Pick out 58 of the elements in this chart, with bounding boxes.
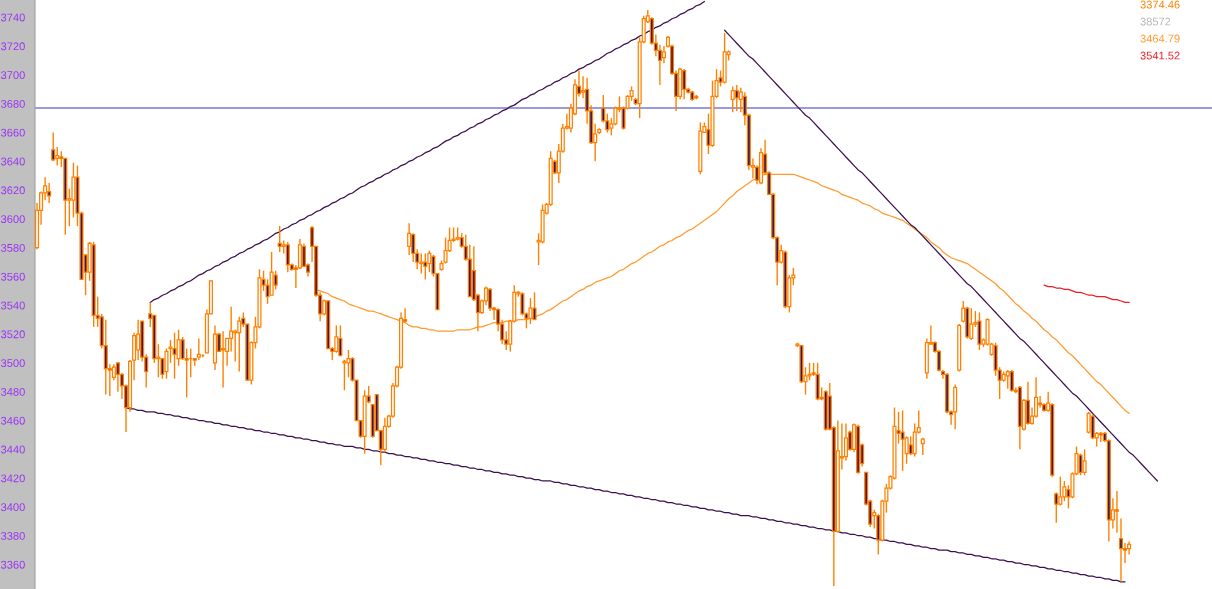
candlestick bbox=[229, 306, 234, 353]
line-series bbox=[149, 0, 706, 304]
candlestick bbox=[1058, 475, 1063, 507]
candlestick bbox=[196, 337, 201, 361]
y-tick-label: 3420 bbox=[0, 474, 25, 483]
candlestick bbox=[419, 252, 424, 275]
candlestick bbox=[900, 409, 905, 472]
y-tick-label: 3720 bbox=[0, 42, 25, 51]
candlestick bbox=[382, 416, 387, 453]
annotation: 38572 bbox=[1140, 17, 1171, 26]
candlestick bbox=[912, 422, 917, 458]
candlestick bbox=[277, 225, 282, 253]
candlestick bbox=[734, 84, 739, 112]
candlestick bbox=[423, 252, 428, 281]
y-tick-label: 3460 bbox=[0, 416, 25, 425]
candlestick bbox=[969, 307, 974, 341]
y-tick-label: 3380 bbox=[0, 531, 25, 540]
y-tick-label: 3400 bbox=[0, 503, 25, 512]
y-tick-label: 3660 bbox=[0, 128, 25, 137]
y-tick-label: 3640 bbox=[0, 157, 25, 166]
y-tick-label: 3520 bbox=[0, 330, 25, 339]
y-tick-label: 3440 bbox=[0, 445, 25, 454]
y-tick-label: 3500 bbox=[0, 359, 25, 368]
candlestick bbox=[908, 435, 913, 456]
y-tick-label: 3580 bbox=[0, 243, 25, 252]
candlestick bbox=[51, 131, 56, 162]
candlestick bbox=[172, 331, 177, 380]
y-tick-label: 3740 bbox=[0, 13, 25, 22]
y-tick-label: 3480 bbox=[0, 387, 25, 396]
candlestick bbox=[1082, 448, 1087, 476]
y-tick-label: 3680 bbox=[0, 99, 25, 108]
text: 3374.46 bbox=[1140, 0, 1180, 9]
candlestick bbox=[1062, 480, 1067, 502]
candlestick bbox=[1114, 490, 1119, 534]
candlestick bbox=[730, 85, 735, 114]
candlestick bbox=[103, 319, 108, 396]
y-tick-label: 3540 bbox=[0, 301, 25, 310]
candlestick bbox=[342, 359, 347, 391]
candlestick bbox=[528, 297, 533, 325]
y-tick-label: 3560 bbox=[0, 272, 25, 281]
y-tick-label: 3360 bbox=[0, 560, 25, 569]
candlestick bbox=[338, 324, 343, 357]
y-tick-label: 3700 bbox=[0, 71, 25, 80]
line-series bbox=[1043, 284, 1130, 304]
text: 3541.52 bbox=[1140, 51, 1180, 60]
candlestick bbox=[237, 316, 242, 373]
candlestick bbox=[269, 251, 274, 296]
candlestick bbox=[920, 437, 925, 456]
y-tick-label: 3600 bbox=[0, 215, 25, 224]
candlestick bbox=[532, 291, 537, 321]
candlestick bbox=[1054, 491, 1059, 524]
candlestick bbox=[977, 311, 982, 351]
candlestick bbox=[176, 329, 181, 367]
candlestick bbox=[1009, 369, 1014, 393]
candlestick bbox=[904, 435, 909, 465]
text: 3464.79 bbox=[1140, 34, 1180, 43]
candlestick bbox=[221, 330, 226, 389]
y-tick-label: 3620 bbox=[0, 186, 25, 195]
